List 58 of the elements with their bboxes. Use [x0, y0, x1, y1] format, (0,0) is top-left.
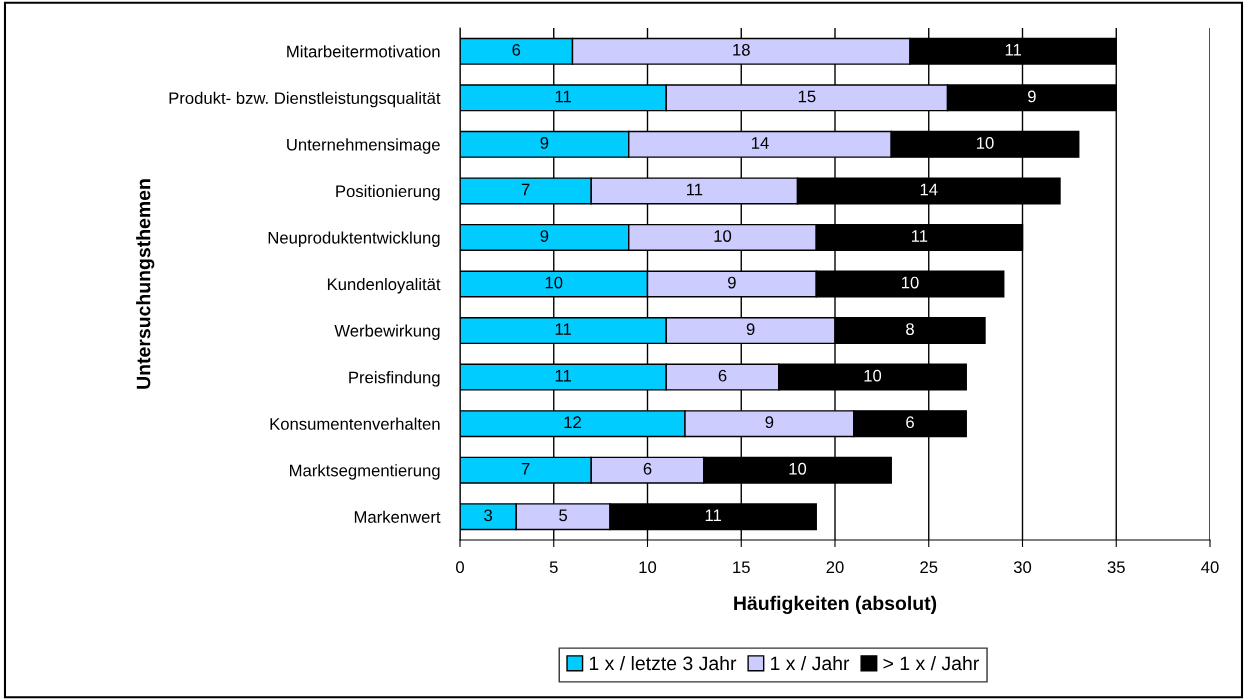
- data-label: 9: [540, 137, 549, 149]
- x-tick-label: 40: [1201, 561, 1219, 574]
- y-tick-label: Marktsegmentierung: [290, 464, 440, 480]
- data-label: 7: [521, 183, 530, 196]
- data-label: 11: [911, 230, 928, 242]
- data-label: 14: [920, 183, 938, 196]
- x-tick-label: 5: [549, 561, 558, 574]
- x-axis-title: Häufigkeiten (absolut): [734, 595, 937, 615]
- data-label: 3: [484, 509, 493, 522]
- data-label: 11: [555, 323, 571, 335]
- y-tick-label: Werbewirkung: [334, 324, 440, 341]
- data-label: 10: [977, 137, 994, 149]
- x-tick-label: 25: [920, 561, 938, 574]
- data-label: 6: [643, 462, 652, 475]
- y-tick-label: Markenwert: [354, 510, 441, 523]
- data-label: 12: [564, 416, 581, 428]
- data-label: 10: [545, 276, 563, 289]
- data-label: 11: [1005, 44, 1021, 56]
- x-tick-label: 30: [1013, 561, 1032, 574]
- data-label: 9: [746, 323, 755, 336]
- data-label: 15: [798, 90, 816, 103]
- data-label: 9: [540, 230, 549, 242]
- y-tick-label: Kundenloyalität: [327, 277, 441, 294]
- data-label: 9: [728, 276, 736, 289]
- data-label: 14: [752, 137, 769, 149]
- y-tick-label: Konsumentenverhalten: [270, 417, 440, 430]
- x-tick-label: 10: [639, 561, 657, 574]
- data-label: 11: [686, 183, 703, 196]
- y-tick-label: Unternehmensimage: [287, 138, 440, 154]
- legend-label: 1 x / Jahr: [771, 655, 850, 671]
- y-tick-label: Mitarbeitermotivation: [287, 45, 440, 58]
- legend-label: > 1 x / Jahr: [883, 655, 979, 671]
- y-tick-label: Preisfindung: [349, 371, 440, 387]
- data-label: 6: [906, 416, 914, 429]
- data-label: 10: [902, 276, 919, 289]
- data-label: 6: [512, 43, 521, 56]
- x-tick-label: 20: [826, 561, 844, 574]
- data-label: 11: [555, 369, 571, 382]
- y-tick-label: Produkt- bzw. Dienstleistungsqualität: [169, 91, 441, 108]
- data-label: 10: [714, 230, 732, 242]
- data-label: 11: [705, 509, 721, 522]
- data-label: 9: [765, 416, 774, 429]
- x-tick-label: 15: [733, 561, 750, 574]
- data-label: 8: [906, 323, 914, 336]
- y-tick-label: Positionierung: [336, 184, 440, 201]
- data-label: 7: [521, 463, 530, 475]
- data-label: 10: [789, 462, 807, 475]
- x-tick-label: 35: [1107, 561, 1125, 574]
- data-label: 10: [864, 369, 882, 382]
- y-axis-title: Untersuchungsthemen: [136, 179, 155, 389]
- legend-label: 1 x / letzte 3 Jahr: [589, 655, 737, 671]
- data-label: 11: [555, 90, 571, 103]
- y-tick-label: Neuproduktentwicklung: [268, 231, 440, 247]
- data-label: 18: [733, 43, 750, 56]
- data-label: 5: [559, 509, 568, 522]
- data-label: 9: [1028, 90, 1036, 103]
- data-label: 6: [718, 369, 727, 382]
- x-tick-label: 0: [456, 561, 464, 574]
